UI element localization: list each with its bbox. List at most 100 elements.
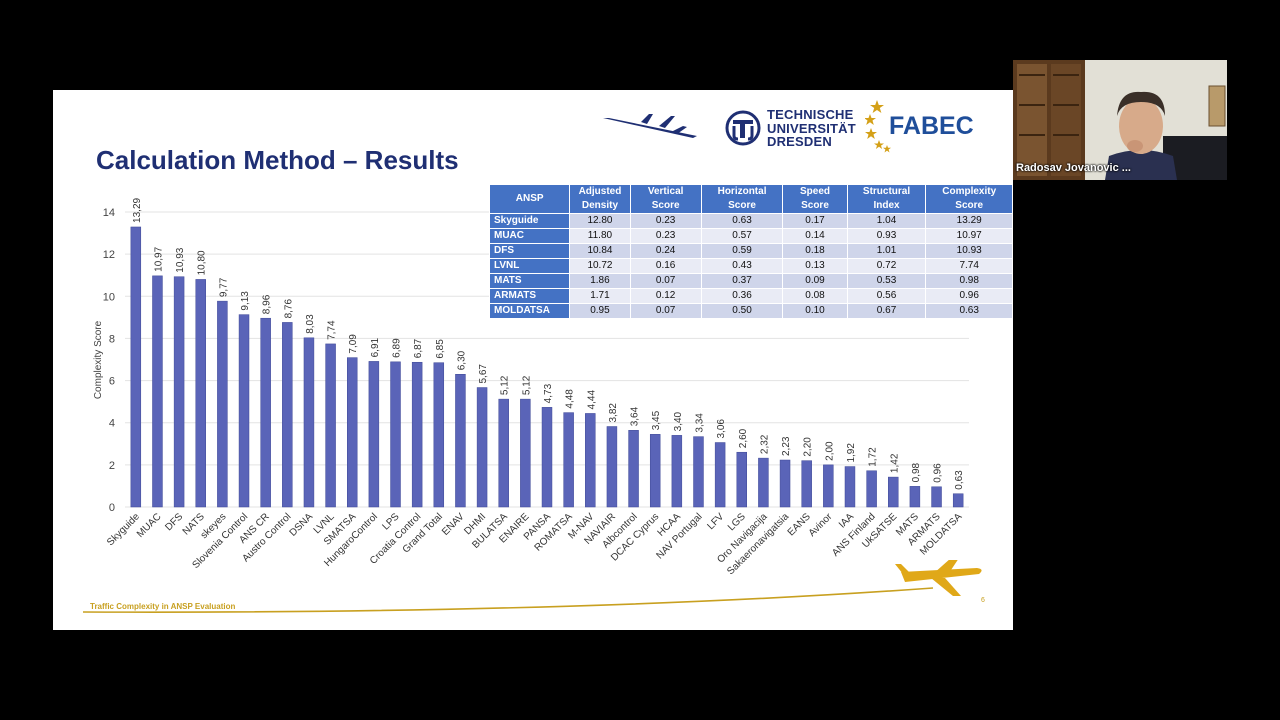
table-cell: 0.09 [782, 273, 848, 289]
bar [260, 317, 271, 508]
table-header-text: Score [801, 200, 829, 211]
bar-value-label: 13,29 [132, 197, 143, 222]
x-category-label: LFV [706, 511, 727, 532]
table-header-cell: Vertical Score [629, 184, 702, 214]
table-cell: 0.57 [700, 228, 784, 244]
fabec-wordmark: FABEC [889, 112, 974, 140]
bar [325, 343, 336, 508]
table-row: DFS 10.84 0.24 0.59 0.18 1.01 10.93 [488, 243, 1013, 259]
x-category-label: Avinor [807, 511, 835, 539]
table-cell: 1.86 [569, 273, 631, 289]
x-category-label: MUAC [135, 511, 164, 540]
bar-value-label: 10,97 [153, 246, 164, 271]
table-cell: 0.36 [700, 288, 784, 304]
table-cell: 0.43 [700, 258, 784, 274]
table-cell: 0.13 [782, 258, 848, 274]
table-header-text: Index [873, 200, 900, 211]
table-cell: 1.71 [569, 288, 631, 304]
table-row: Skyguide 12.80 0.23 0.63 0.17 1.04 13.29 [488, 213, 1013, 229]
bar-value-label: 2,60 [738, 428, 749, 448]
bar [152, 275, 163, 508]
bar-value-label: 4,44 [586, 390, 597, 410]
table-header-cell: ANSP [488, 184, 571, 214]
bar-value-label: 8,96 [262, 294, 273, 314]
bar-value-label: 2,23 [781, 436, 792, 456]
table-cell: 0.96 [925, 288, 1013, 304]
table-cell: 0.23 [629, 213, 702, 229]
bar-value-label: 5,67 [478, 364, 489, 384]
table-cell: 0.95 [569, 303, 631, 319]
table-header-cell: Horizontal Score [700, 184, 784, 214]
table-header-text: Structural [862, 186, 911, 197]
table-row: MOLDATSA 0.95 0.07 0.50 0.10 0.67 0.63 [488, 303, 1013, 319]
bar-value-label: 2,20 [803, 437, 814, 457]
tu-line-3: DRESDEN [767, 134, 832, 149]
webcam-tile[interactable]: Radosav Jovanovic ... [1013, 60, 1227, 180]
bar-value-label: 1,72 [868, 447, 879, 467]
table-cell: 0.18 [782, 243, 848, 259]
bar [714, 442, 726, 508]
bar-value-label: 9,77 [218, 277, 229, 297]
table-cell: 0.16 [629, 258, 702, 274]
bar [693, 436, 704, 508]
table-cell: 0.93 [846, 228, 927, 244]
table-cell: 0.23 [629, 228, 702, 244]
table-row: ARMATS 1.71 0.12 0.36 0.08 0.56 0.96 [488, 288, 1013, 304]
bar [779, 459, 791, 508]
tu-line-1: TECHNISCHE [767, 107, 854, 122]
table-cell-ansp: ARMATS [488, 288, 571, 304]
table-header-text: Vertical [647, 186, 684, 197]
lufthansa-logo [603, 114, 697, 138]
bar [736, 451, 747, 508]
bar-value-label: 10,80 [197, 250, 208, 275]
table-header-cell: Adjusted Density [569, 184, 631, 214]
table-cell: 0.50 [700, 303, 784, 319]
bar [390, 361, 401, 508]
x-category-label: ENAV [440, 511, 467, 538]
table-header-text: ANSP [515, 193, 544, 204]
bar-value-label: 1,92 [846, 443, 857, 463]
table-cell-ansp: Skyguide [488, 213, 571, 229]
y-tick-label: 0 [109, 502, 115, 514]
table-cell: 0.10 [782, 303, 848, 319]
bar [347, 357, 358, 508]
table-cell: 0.37 [700, 273, 784, 289]
participant-name: Radosav Jovanovic ... [1016, 162, 1131, 174]
bar [282, 322, 293, 508]
bar-value-label: 7,74 [327, 320, 338, 340]
table-cell: 0.53 [846, 273, 927, 289]
bar [455, 374, 466, 508]
bar [931, 486, 942, 508]
table-cell: 10.97 [925, 228, 1013, 244]
bar [520, 398, 531, 508]
table-cell: 0.07 [629, 273, 702, 289]
bar [606, 426, 618, 508]
bar-value-label: 2,32 [759, 434, 770, 454]
participant-video [1013, 60, 1227, 180]
bar-value-label: 8,76 [283, 299, 294, 319]
table-row: LVNL 10.72 0.16 0.43 0.13 0.72 7.74 [488, 258, 1013, 274]
table-cell-ansp: MOLDATSA [488, 303, 571, 319]
table-cell: 11.80 [569, 228, 631, 244]
table-cell: 0.08 [782, 288, 848, 304]
slide-title: Calculation Method – Results [96, 145, 459, 175]
table-header-text: Adjusted [578, 186, 622, 197]
table-cell: 0.24 [629, 243, 702, 259]
tu-dresden-emblem-icon [725, 110, 761, 146]
y-tick-label: 2 [109, 460, 115, 472]
bar [758, 457, 769, 508]
table-header-cell: Structural Index [846, 184, 927, 214]
bar-value-label: 3,06 [716, 419, 727, 439]
bar-value-label: 9,13 [240, 291, 251, 311]
page-number: 6 [981, 597, 985, 604]
table-header-cell: Complexity Score [925, 184, 1013, 214]
y-tick-label: 14 [103, 207, 115, 219]
presentation-slide: Calculation Method – Results TECHNISCHE … [53, 90, 1013, 630]
bar [498, 398, 509, 508]
footer-text: Traffic Complexity in ANSP Evaluation [90, 602, 236, 611]
y-tick-label: 8 [109, 333, 115, 345]
table-cell: 7.74 [925, 258, 1013, 274]
y-tick-label: 10 [103, 291, 115, 303]
y-tick-label: 6 [109, 376, 115, 388]
table-cell-ansp: DFS [488, 243, 571, 259]
